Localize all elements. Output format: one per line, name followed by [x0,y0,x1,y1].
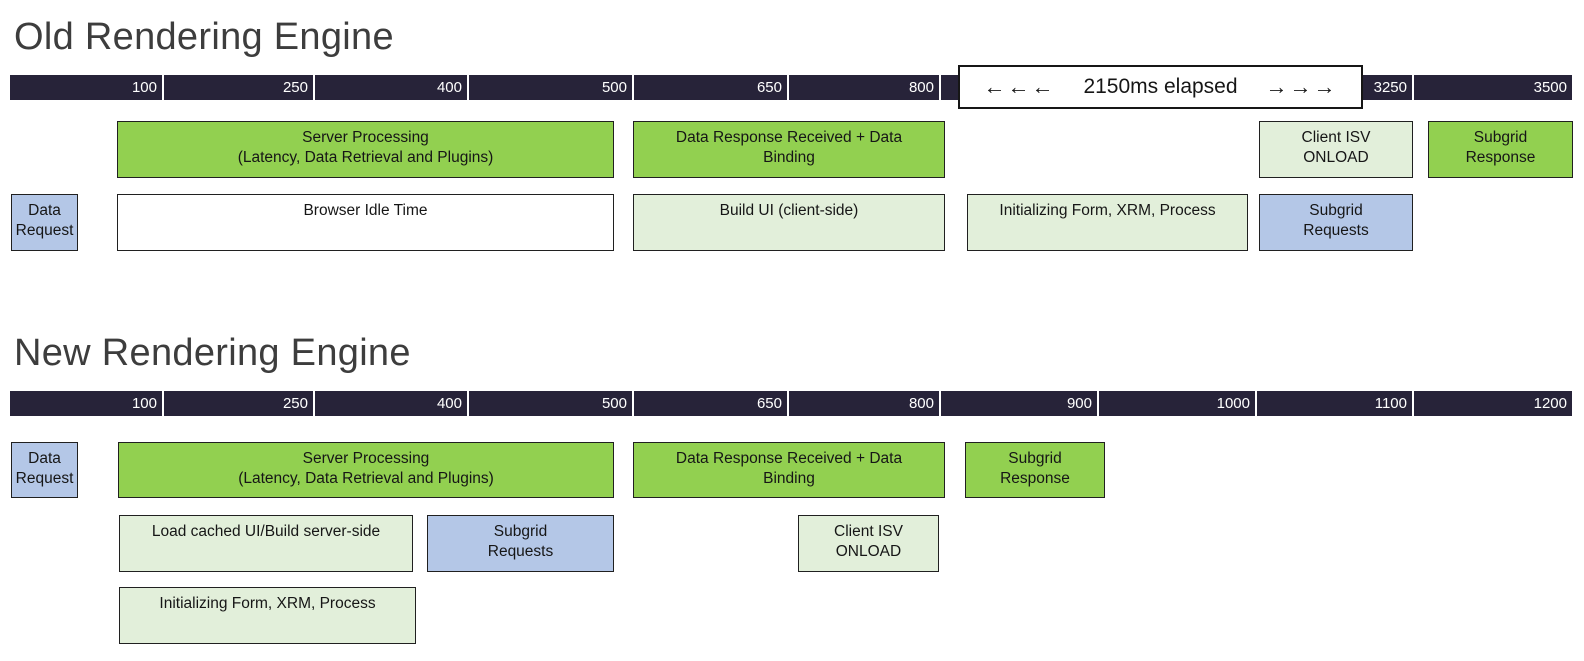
phase-box-label: Initializing Form, XRM, Process [159,595,376,612]
old-box-server-processing: Server Processing (Latency, Data Retriev… [117,121,614,178]
timeline-segment-650: 650 [634,75,787,100]
phase-box-label: Subgrid Response [1465,129,1536,166]
new-box-initializing-form: Initializing Form, XRM, Process [119,587,416,644]
timeline-tick-label: 800 [908,79,934,96]
right-arrows-icon: →→→ [1265,74,1338,99]
timeline-segment-100: 100 [10,75,162,100]
phase-box-label: Client ISV ONLOAD [1301,129,1371,166]
timeline-tick-label: 400 [436,395,462,412]
new-box-data-response-binding: Data Response Received + Data Binding [633,442,945,498]
phase-box-label: Data Response Received + Data Binding [675,129,903,166]
phase-box-label: Data Request [15,450,74,487]
timeline-segment-250: 250 [164,75,313,100]
timeline-tick-label: 1200 [1533,395,1567,412]
phase-box-label: Data Response Received + Data Binding [675,450,903,487]
timeline-tick-label: 400 [436,79,462,96]
timeline-segment-900: 900 [941,391,1097,416]
new-box-client-isv-onload: Client ISV ONLOAD [798,515,939,572]
timeline-segment-400: 400 [315,75,467,100]
old-box-browser-idle-time: Browser Idle Time [117,194,614,251]
old-box-build-ui-client-side: Build UI (client-side) [633,194,945,251]
timeline-segment-250: 250 [164,391,313,416]
timeline-tick-label: 500 [601,395,627,412]
elapsed-time-box: ←←← 2150ms elapsed →→→ [958,65,1363,109]
phase-box-label: Build UI (client-side) [719,202,859,219]
timeline-tick-label: 650 [756,79,782,96]
timeline-tick-label: 100 [131,79,157,96]
new-box-subgrid-response: Subgrid Response [965,442,1105,498]
timeline-segment-1200: 1200 [1414,391,1572,416]
old-box-data-response-binding: Data Response Received + Data Binding [633,121,945,178]
phase-box-label: Browser Idle Time [303,202,428,219]
phase-box-label: Load cached UI/Build server-side [151,523,381,540]
phase-box-label: Subgrid Requests [487,523,554,560]
phase-box-label: Subgrid Response [1000,450,1070,487]
timeline-tick-label: 3500 [1533,79,1567,96]
old-box-subgrid-requests: Subgrid Requests [1259,194,1413,251]
timeline-tick-label: 250 [282,395,308,412]
timeline-segment-1000: 1000 [1099,391,1255,416]
phase-box-label: Server Processing (Latency, Data Retriev… [238,450,494,487]
timeline-tick-label: 800 [908,395,934,412]
timeline-segment-100: 100 [10,391,162,416]
left-arrows-icon: ←←← [983,74,1056,99]
old-box-client-isv-onload: Client ISV ONLOAD [1259,121,1413,178]
new-box-data-request: Data Request [11,442,78,498]
timeline-segment-400: 400 [315,391,467,416]
timeline-tick-label: 3250 [1373,79,1407,96]
phase-box-label: Initializing Form, XRM, Process [999,202,1216,219]
phase-box-label: Data Request [15,202,74,239]
timeline-tick-label: 900 [1066,395,1092,412]
old-box-data-request: Data Request [11,194,78,251]
timeline-tick-label: 1000 [1216,395,1250,412]
timeline-tick-label: 650 [756,395,782,412]
timeline-segment-500: 500 [469,75,632,100]
timeline-tick-label: 100 [131,395,157,412]
phase-box-label: Subgrid Requests [1303,202,1369,239]
elapsed-time-label: 2150ms elapsed [1083,75,1238,98]
timeline-tick-label: 1100 [1374,395,1407,412]
old-box-initializing-form: Initializing Form, XRM, Process [967,194,1248,251]
timeline-segment-3500: 3500 [1414,75,1572,100]
new-engine-title: New Rendering Engine [14,332,411,374]
new-box-subgrid-requests: Subgrid Requests [427,515,614,572]
timeline-segment-800: 800 [789,391,939,416]
timeline-segment-800: 800 [789,75,939,100]
timeline-tick-label: 250 [282,79,308,96]
timeline-tick-label: 500 [601,79,627,96]
new-box-server-processing: Server Processing (Latency, Data Retriev… [118,442,614,498]
phase-box-label: Client ISV ONLOAD [834,523,903,560]
phase-box-label: Server Processing (Latency, Data Retriev… [237,129,494,166]
timeline-segment-1100: 1100 [1257,391,1412,416]
timeline-segment-650: 650 [634,391,787,416]
old-box-subgrid-response: Subgrid Response [1428,121,1573,178]
timeline-segment-500: 500 [469,391,632,416]
old-engine-title: Old Rendering Engine [14,16,394,58]
new-box-load-cached-ui: Load cached UI/Build server-side [119,515,413,572]
